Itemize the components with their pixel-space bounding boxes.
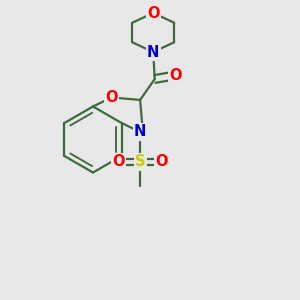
Text: O: O [105, 90, 118, 105]
Text: N: N [134, 124, 146, 140]
Text: O: O [169, 68, 182, 83]
Text: O: O [112, 154, 125, 169]
Text: O: O [155, 154, 168, 169]
Text: N: N [147, 44, 159, 59]
Text: S: S [135, 154, 146, 169]
Text: O: O [147, 5, 160, 20]
